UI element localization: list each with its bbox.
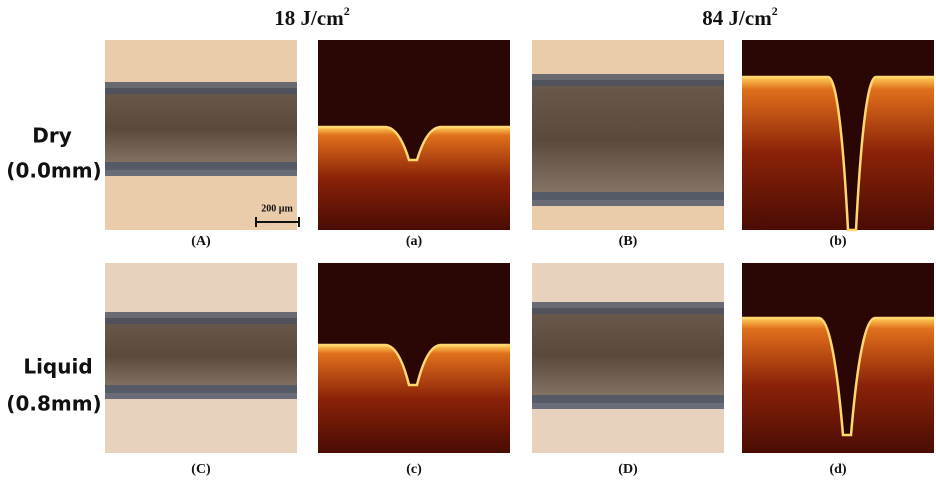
figure: 18 J/cm2 84 J/cm2 Dry (0.0mm) Liquid (0.… [0, 0, 936, 483]
panel-label: (b) [829, 234, 846, 249]
cut-edge [532, 395, 724, 409]
row-label: Dry [32, 124, 72, 148]
cut-channel [105, 88, 297, 170]
cut-edge [532, 192, 724, 206]
panel-label: (D) [618, 462, 638, 477]
scale-bar-label: 200 µm [261, 203, 293, 214]
row-label: Liquid [23, 355, 92, 379]
panel-label: (A) [191, 234, 211, 249]
column-header: 18 J/cm2 [274, 4, 349, 30]
cut-edge [532, 302, 724, 314]
panel-label: (C) [191, 462, 211, 477]
row-sublabel: (0.0mm) [6, 159, 101, 183]
panel-label: (a) [406, 234, 423, 249]
cut-channel [532, 80, 724, 200]
panel-label: (B) [619, 234, 638, 249]
cut-edge [105, 162, 297, 176]
cut-edge [105, 312, 297, 324]
cut-edge [532, 74, 724, 86]
panel-images [105, 40, 934, 453]
row-sublabel: (0.8mm) [6, 392, 101, 416]
cut-edge [105, 82, 297, 94]
column-header: 84 J/cm2 [702, 4, 777, 30]
cut-channel [532, 308, 724, 403]
panel-label: (d) [829, 462, 846, 477]
panel-label: (c) [406, 462, 422, 477]
cut-edge [105, 385, 297, 399]
cut-channel [105, 318, 297, 393]
